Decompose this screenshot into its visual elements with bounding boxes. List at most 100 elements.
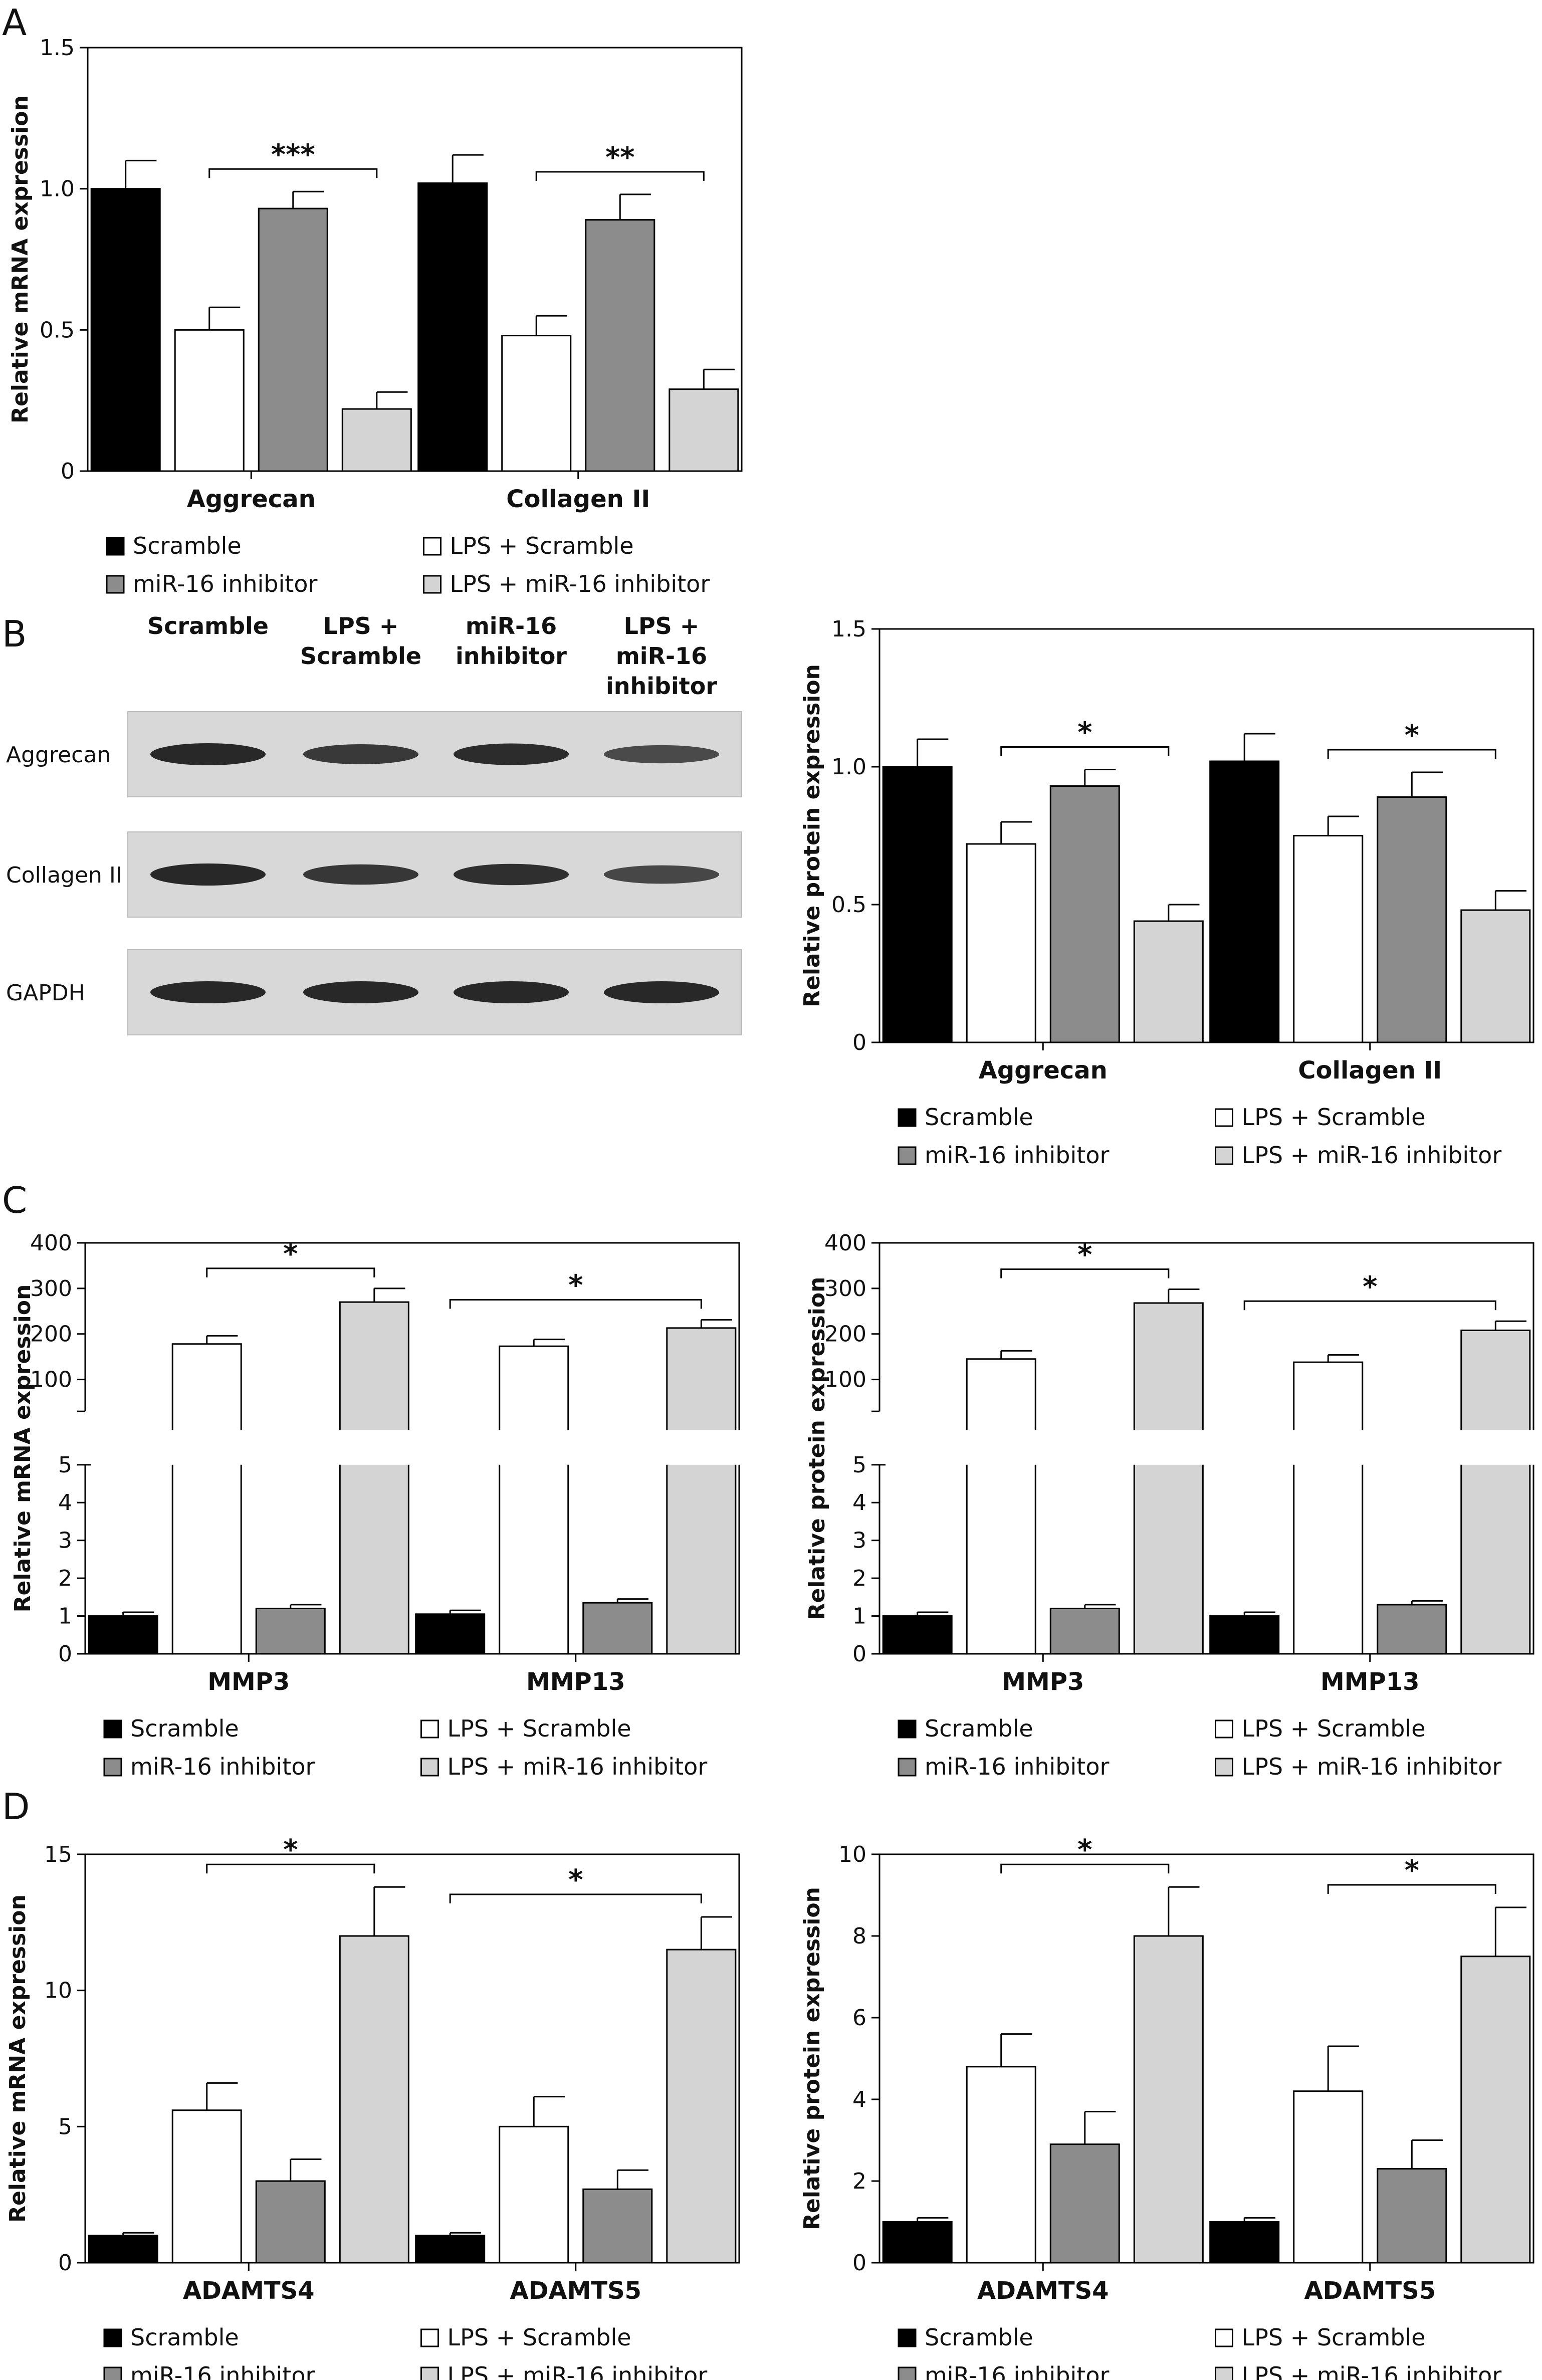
bar-lps-scramble-mmp3-lower	[966, 1464, 1036, 1655]
legend-label-mir-16-inhibitor: miR-16 inhibitor	[925, 2362, 1109, 2380]
legend-label-scramble: Scramble	[130, 2324, 239, 2351]
blot-band	[303, 981, 418, 1003]
bar-lps-scramble-mmp3-upper	[171, 1343, 242, 1430]
bar-mir-16-inhibitor-collagen-ii	[585, 219, 655, 472]
significance-bracket	[206, 1267, 375, 1277]
legend-label-mir-16-inhibitor: miR-16 inhibitor	[133, 570, 317, 597]
y-tick-label: 1	[852, 1604, 866, 1629]
y-tick-label: 0	[852, 1030, 866, 1055]
error-bar	[1000, 2033, 1032, 2067]
blot-band	[604, 745, 719, 764]
significance-label: *	[568, 1269, 583, 1302]
bar-lps-scramble-adamts5	[1293, 2090, 1364, 2264]
y-tick-label: 0	[58, 1641, 72, 1667]
error-bar	[1168, 1886, 1200, 1936]
blot-band	[454, 863, 569, 886]
blot-column-label: miR-16	[466, 612, 557, 639]
y-tick-label: 300	[824, 1276, 866, 1302]
bar-lps-mir-16-inhibitor-mmp13-upper	[666, 1327, 737, 1430]
significance-bracket	[208, 168, 378, 178]
plot-frame	[84, 1853, 740, 2264]
error-bar	[700, 1916, 732, 1950]
significance-bracket	[449, 1893, 702, 1903]
bar-mir-16-inhibitor-mmp13	[1377, 1604, 1447, 1655]
bar-mir-16-inhibitor-adamts4	[255, 2180, 326, 2264]
blot-band	[150, 743, 266, 765]
bar-scramble-adamts4	[882, 2221, 953, 2264]
error-bar	[703, 368, 735, 389]
error-bar	[1168, 1288, 1200, 1303]
y-axis-label: Relative protein expression	[804, 1277, 830, 1620]
bar-lps-mir-16-inhibitor-aggrecan	[1133, 920, 1204, 1043]
error-bar	[1243, 1611, 1275, 1616]
y-tick-label: 5	[852, 1452, 866, 1478]
legend-label-scramble: Scramble	[925, 1715, 1033, 1742]
significance-bracket	[1000, 1268, 1170, 1278]
plot-frame-lower	[84, 1464, 740, 1655]
y-tick-label: 1.0	[831, 754, 866, 780]
blot-column-label: LPS +	[624, 612, 700, 639]
y-tick-label: 10	[838, 1842, 866, 1867]
blot-row-label-collagen-ii: Collagen II	[6, 862, 122, 888]
bar-scramble-collagen-ii	[1209, 760, 1280, 1043]
bar-lps-mir-16-inhibitor-adamts4	[1133, 1935, 1204, 2264]
error-bar	[122, 2232, 154, 2236]
error-bar	[1084, 2110, 1116, 2144]
y-tick-label: 1.5	[40, 35, 75, 61]
plot-frame-lower	[878, 1464, 1534, 1655]
error-bar	[292, 190, 324, 209]
significance-bracket	[206, 1863, 375, 1874]
error-bar	[1000, 1350, 1032, 1359]
y-axis-label: Relative mRNA expression	[8, 95, 33, 423]
y-tick-label: 6	[852, 2005, 866, 2031]
bar-mir-16-inhibitor-mmp3	[255, 1607, 326, 1655]
error-bar	[125, 159, 157, 189]
bar-mir-16-inhibitor-aggrecan	[258, 207, 328, 472]
legend-swatch-lps-mir-16-inhibitor	[1215, 1758, 1233, 1777]
y-tick-label: 200	[824, 1322, 866, 1347]
significance-bracket	[1327, 1884, 1496, 1894]
bar-lps-scramble-collagen-ii	[1293, 835, 1364, 1043]
legend-swatch-lps-scramble	[1215, 1108, 1233, 1127]
bar-lps-mir-16-inhibitor-collagen-ii	[1460, 909, 1531, 1043]
category-label-adamts4: ADAMTS4	[977, 2277, 1109, 2305]
bar-lps-scramble-adamts4	[171, 2109, 242, 2264]
bar-scramble-adamts4	[88, 2235, 158, 2264]
error-bar	[700, 1319, 732, 1328]
y-axis-label: Relative protein expression	[799, 1887, 825, 2230]
error-bar	[533, 1339, 565, 1347]
legend-label-lps-scramble: LPS + Scramble	[1242, 1715, 1426, 1742]
legend-label-lps-mir-16-inhibitor: LPS + miR-16 inhibitor	[448, 2362, 708, 2380]
bar-lps-mir-16-inhibitor-mmp3-lower	[339, 1464, 409, 1655]
category-label-mmp13: MMP13	[526, 1668, 625, 1696]
y-axis-label: Relative mRNA expression	[10, 1284, 36, 1613]
error-bar	[122, 1611, 154, 1616]
bar-lps-mir-16-inhibitor-adamts4	[339, 1935, 409, 2264]
blot-band	[604, 981, 719, 1003]
error-bar	[208, 306, 241, 330]
significance-label: *	[1077, 717, 1092, 749]
bar-scramble-aggrecan	[90, 188, 161, 472]
y-tick-label: 0.5	[40, 317, 75, 343]
significance-label: *	[283, 1834, 298, 1866]
error-bar	[290, 2158, 322, 2181]
bar-lps-scramble-collagen-ii	[501, 335, 572, 472]
error-bar	[616, 2169, 648, 2190]
y-tick-label: 1.5	[831, 616, 866, 642]
significance-label: *	[568, 1864, 583, 1896]
error-bar	[1168, 904, 1200, 921]
error-bar	[1327, 815, 1359, 836]
legend-swatch-scramble	[898, 2328, 917, 2347]
legend-label-lps-scramble: LPS + Scramble	[1242, 2324, 1426, 2351]
error-bar	[373, 1287, 405, 1303]
bar-scramble-mmp13	[415, 1613, 486, 1655]
category-label-collagen-ii: Collagen II	[1298, 1056, 1442, 1085]
y-tick-label: 4	[852, 2087, 866, 2112]
blot-column-label: inhibitor	[456, 642, 567, 670]
significance-label: ***	[271, 138, 315, 171]
error-bar	[917, 738, 949, 767]
bar-scramble-mmp13	[1209, 1615, 1280, 1655]
legend-swatch-mir-16-inhibitor	[103, 1758, 122, 1777]
